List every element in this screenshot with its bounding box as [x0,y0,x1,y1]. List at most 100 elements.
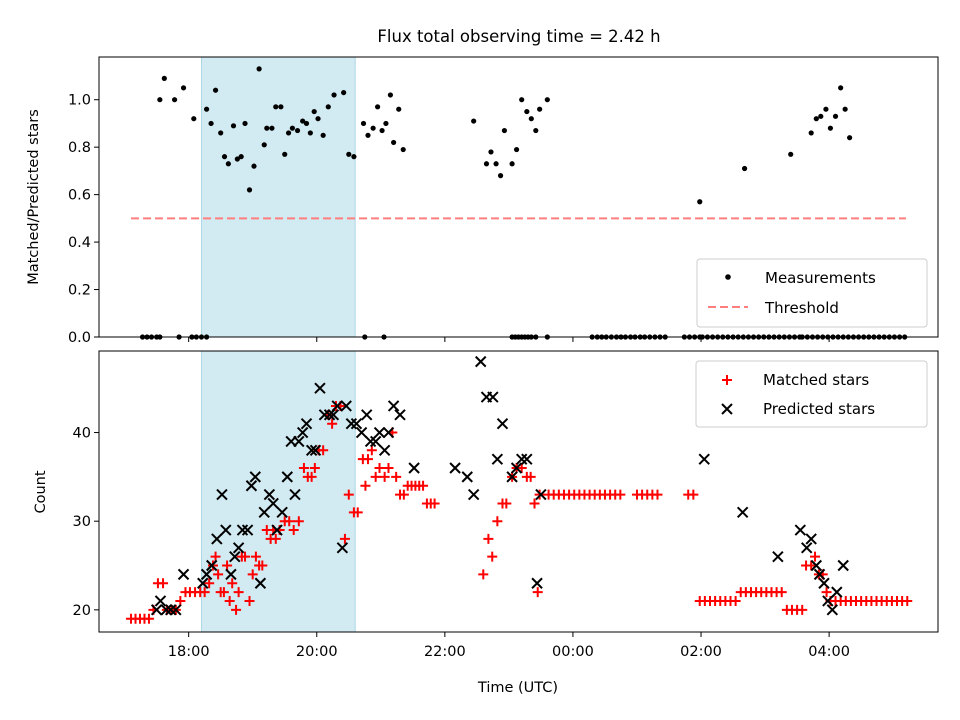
predicted-marker [496,417,509,430]
matched-marker [492,516,503,527]
matched-marker [776,587,787,598]
count-panel: 20 30 40 18:00 20:00 22:00 00:00 02:00 04:00 Co… [33,350,939,696]
measurement-point [331,92,337,98]
matched-marker [288,525,299,536]
measurement-point [387,92,394,98]
matched-marker [343,489,354,500]
matched-marker [418,480,429,491]
matched-marker [379,471,390,482]
measurement-point [818,113,824,119]
matched-marker [247,569,258,580]
measurement-point [242,120,248,127]
measurement-point [808,130,814,136]
measurement-point [246,187,253,193]
matched-marker [529,498,540,509]
matched-marker [483,533,494,544]
matched-marker [615,489,626,500]
matched-marker [318,445,329,456]
predicted-marker [160,604,172,616]
predicted-marker [154,595,167,607]
matched-marker [478,569,489,580]
predicted-marker [197,577,209,589]
x-axis-ticks-top [188,337,830,342]
y-tick-label: 40 [73,426,91,442]
matched-marker [797,604,808,615]
measurement-point [788,151,794,157]
measurement-point [842,106,848,112]
matched-marker [339,533,350,544]
measurement-point [251,163,257,169]
measurement-point [315,116,321,122]
predicted-marker [818,577,830,589]
predicted-marker [794,524,807,536]
measurement-point [256,66,262,72]
predicted-marker [305,444,318,456]
predicted-marker [378,444,391,456]
predicted-marker [281,471,294,483]
measurement-point [307,130,313,136]
predicted-marker [721,403,733,415]
predicted-marker [241,524,254,536]
x-axis-label: Time (UTC) [477,680,558,696]
predicted-marker [345,417,358,430]
matched-marker [391,471,402,482]
legend-measure-label: Measurements [765,269,876,287]
measurement-point [294,127,301,134]
measurement-point [533,127,539,134]
measurement-point [311,108,317,115]
matched-marker [293,516,304,527]
matched-marker [244,595,255,606]
matched-marker [730,595,741,606]
matched-marker [143,613,154,624]
matched-marker [298,463,309,474]
predicted-marker [394,409,406,421]
measurement-point [838,85,844,91]
measurement-point [537,106,543,112]
matched-marker [227,578,238,589]
matched-marker [398,489,409,500]
x-axis-ticks-bottom: 18:00 20:00 22:00 00:00 02:00 04:00 [168,632,850,660]
predicted-marker [382,426,395,439]
measurement-point [300,118,306,124]
matched-marker [233,587,244,598]
measurement-point [501,127,508,134]
x-tick-label: 18:00 [168,644,210,660]
measurement-point [483,161,490,167]
predicted-marker [506,471,518,483]
predicted-marker [387,400,400,412]
predicted-marker [510,462,523,474]
predicted-marker [736,506,749,519]
matched-marker [487,551,498,562]
predicted-marker [772,550,784,563]
measurement-point [238,154,244,160]
matched-marker [532,587,543,598]
measurement-point [544,97,550,103]
x-tick-label: 02:00 [680,644,722,660]
y-axis-label-bottom: Count [33,470,49,513]
matched-marker [360,480,371,491]
predicted-marker [200,568,213,581]
y-axis-ticks-top: 0.0 0.2 0.4 0.6 0.8 1.0 [68,93,99,346]
measurement-point [261,142,267,148]
measurement-point [269,125,275,131]
predicted-marker [293,435,305,448]
predicted-marker [461,471,473,483]
measurement-point [278,104,284,110]
predicted-marker [373,426,386,439]
predicted-marker [369,435,382,448]
measurement-point [289,125,296,131]
matched-marker [516,463,527,474]
y-tick-label: 0.4 [68,235,91,251]
predicted-marker [805,533,817,545]
predicted-marker [822,595,834,607]
predicted-marker [355,426,368,439]
legend-bottom: Matched stars Predicted stars [695,360,928,428]
legend-threshold-label: Threshold [764,299,839,317]
predicted-marker [449,462,461,474]
measurement-point [285,130,292,136]
matched-marker [224,595,235,606]
measurement-point [282,151,288,157]
matched-marker [810,551,821,562]
predicted-marker [826,604,839,616]
predicted-marker [220,524,232,536]
